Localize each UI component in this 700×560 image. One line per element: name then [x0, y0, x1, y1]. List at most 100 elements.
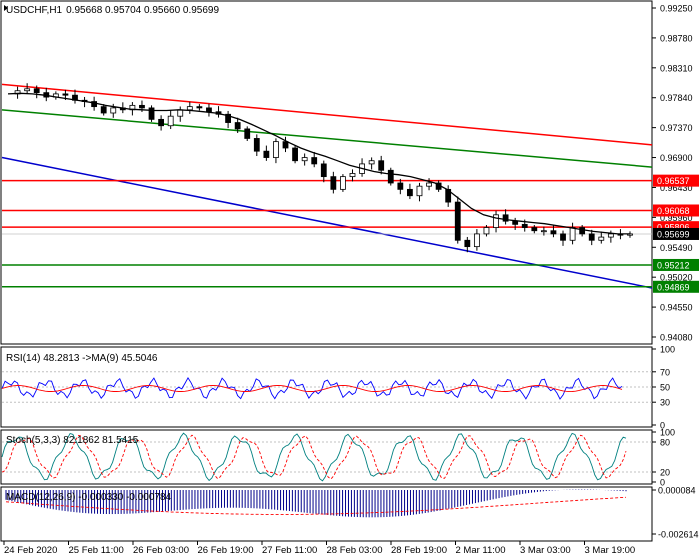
price-labels: 0.96537 0.96068 0.95806 0.95212 0.94869 0.956… — [653, 174, 699, 293]
rsi-title: RSI(14) 48.2813 ->MA(9) 45.5046 — [6, 353, 158, 364]
macd-tick-label: -0.002614 — [658, 530, 699, 540]
candle-body — [426, 182, 432, 187]
stoch-tick-label: 20 — [660, 468, 670, 478]
candle-body — [579, 227, 586, 235]
price-tick-label: 0.98310 — [660, 63, 693, 73]
candle-body — [273, 141, 279, 158]
collapse-triangle-icon — [4, 5, 8, 11]
price-tick-label: 0.94550 — [660, 303, 693, 313]
rsi-tick-label: 30 — [660, 398, 670, 408]
stoch-signal-line — [1, 434, 627, 480]
candle-body — [531, 227, 538, 232]
price-tick-label: 0.97840 — [660, 93, 693, 103]
candle-body — [493, 214, 499, 228]
stoch-main-line — [1, 432, 627, 482]
price-tick-label: 0.99250 — [660, 4, 693, 14]
candle-body — [512, 220, 519, 225]
candle-body — [502, 214, 509, 222]
macd-panel: 0.000084 -0.002614 — [5, 486, 699, 540]
trend-line — [1, 156, 653, 289]
candle-body — [464, 239, 471, 248]
time-tick-label: 26 Feb 19:00 — [198, 545, 254, 556]
trend-line — [1, 83, 653, 146]
candle-body — [330, 176, 337, 190]
price-tick-label: 0.94080 — [660, 333, 693, 343]
price-label-box — [653, 280, 699, 293]
candle-body — [139, 104, 145, 109]
price-tick-label: 0.95020 — [660, 273, 693, 283]
price-tick-label: 0.96900 — [660, 153, 693, 163]
price-label-box — [653, 174, 699, 187]
time-tick-label: 28 Feb 19:00 — [391, 545, 447, 556]
time-tick-label: 25 Feb 11:00 — [69, 545, 124, 556]
price-tick-label: 0.98780 — [660, 33, 693, 43]
candle-body — [560, 233, 566, 241]
candle-body — [234, 122, 241, 130]
price-label: 0.96068 — [657, 206, 690, 216]
stoch-title: Stoch(5,3,3) 82.1862 81.5415 — [6, 435, 139, 446]
candle-body — [378, 160, 385, 171]
stoch-tick-label: 80 — [660, 438, 670, 448]
main-price-axis: 0.99250 0.98780 0.98310 0.97840 0.97370 0.969… — [652, 4, 693, 343]
rsi-line — [1, 377, 623, 400]
main-panel-frame — [0, 0, 653, 345]
time-tick-label: 3 Mar 19:00 — [585, 545, 636, 556]
price-label: 0.95806 — [657, 223, 690, 233]
candle-body — [282, 141, 289, 149]
candle-body — [445, 188, 452, 203]
rsi-tick-label: 0 — [660, 421, 665, 431]
time-tick-label: 28 Feb 03:00 — [327, 545, 383, 556]
price-label: 0.94869 — [657, 282, 690, 292]
candle-body — [349, 173, 356, 178]
candle-body — [340, 176, 346, 190]
candle-body — [206, 107, 212, 113]
candle-body — [454, 201, 461, 241]
chart-title: USDCHF,H1 0.95668 0.95704 0.95660 0.95699 — [6, 5, 219, 16]
candle-body — [225, 113, 231, 123]
candle-body — [311, 157, 318, 165]
candle-body — [110, 107, 117, 114]
macd-signal-line — [5, 496, 627, 515]
moving-average-line — [7, 92, 630, 235]
candle-body — [100, 106, 107, 114]
rsi-panel: 100 70 50 30 0 — [1, 345, 675, 431]
candle-body — [186, 106, 193, 111]
candle-body — [397, 182, 404, 190]
candle-body — [196, 106, 203, 109]
macd-tick-label: 0.000084 — [658, 486, 696, 496]
candle-body — [598, 236, 605, 241]
candle-body — [177, 109, 184, 117]
rsi-tick-label: 100 — [660, 345, 675, 355]
candle-body — [24, 88, 31, 92]
rsi-ma-line — [1, 385, 623, 393]
rsi-tick-label: 50 — [660, 383, 670, 393]
current-price-box — [653, 227, 699, 240]
price-tick-label: 0.95960 — [660, 213, 693, 223]
stoch-panel-frame — [0, 429, 653, 485]
candle-body — [263, 150, 270, 158]
candle-body — [540, 230, 547, 233]
candle-body — [301, 157, 308, 162]
candle-body — [483, 227, 490, 235]
current-price-label: 0.95699 — [657, 229, 690, 239]
macd-title: MACD(12,26,9) -0.000330 -0.000784 — [6, 492, 172, 503]
stoch-tick-label: 0 — [660, 478, 665, 488]
candle-body — [387, 169, 394, 184]
candle-body — [253, 138, 260, 152]
price-tick-label: 0.97370 — [660, 123, 693, 133]
time-axis: 24 Feb 2020 25 Feb 11:00 26 Feb 03:00 26 Fe… — [3, 541, 636, 556]
candle-body — [416, 185, 423, 197]
candle-body — [407, 188, 413, 197]
candle-body — [588, 233, 595, 241]
candle-body — [521, 223, 528, 228]
candle-body — [148, 107, 155, 120]
trend-line — [1, 109, 653, 168]
candle-body — [62, 93, 69, 96]
price-label: 0.96537 — [657, 176, 690, 186]
candle-body — [320, 163, 327, 178]
candle-body — [368, 160, 375, 165]
stoch-tick-label: 100 — [660, 428, 675, 438]
candle-body — [167, 115, 174, 127]
